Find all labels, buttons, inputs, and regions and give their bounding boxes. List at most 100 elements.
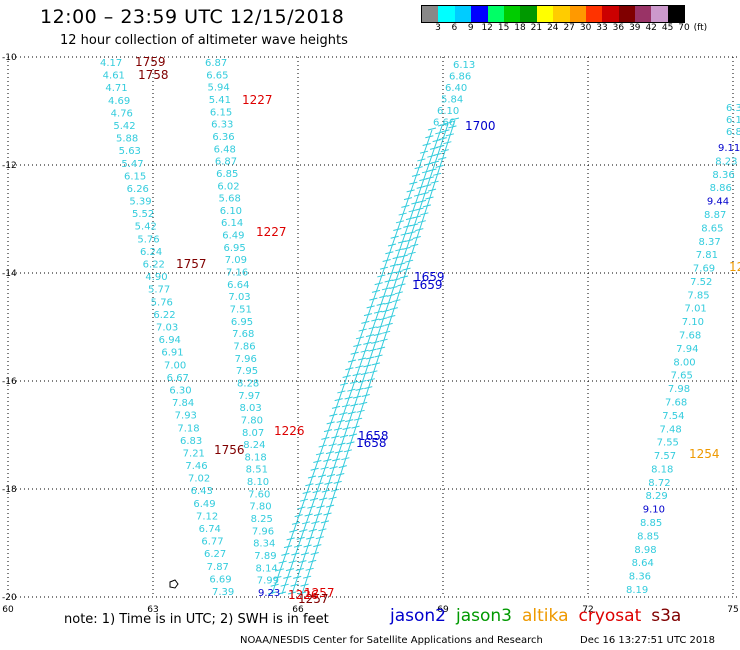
map-label: 8.85 [637,531,659,542]
track-tick [331,488,340,492]
map-label: 1659 [412,278,443,292]
color-scale-label: 3 [435,23,441,33]
color-scale-label: 45 [661,23,674,33]
track-tick [423,184,432,188]
map-label: 8.85 [640,518,662,529]
map-label: 6.02 [217,181,239,192]
track-tick [317,474,327,478]
track-tick [348,433,358,437]
track-tick [364,386,373,390]
map-label: 6.85 [216,169,238,180]
map-label: 6.14 [221,218,243,229]
track-tick [387,243,397,247]
track-tick [293,575,302,579]
track-tick [353,344,362,348]
track-line [301,119,456,595]
color-swatch [585,6,603,22]
track-tick [360,349,369,353]
track-tick [315,452,325,456]
track-tick [339,412,348,416]
track-labels: 4.174.614.714.694.765.425.885.635.476.15… [100,55,740,606]
track-tick [373,333,382,336]
y-tick-label: -12 [2,161,17,171]
map-label: 6.95 [231,317,253,328]
map-label: 6.49 [222,231,244,242]
map-label: 7.68 [665,397,687,408]
color-swatch [520,6,537,22]
map-label: 7.69 [693,264,715,275]
color-scale-label: 42 [645,23,657,33]
map-label: 1658 [358,429,389,443]
track-tick [310,467,319,471]
track-tick [311,521,320,524]
track-line [281,125,443,595]
track-tick [415,228,424,232]
map-label: 1254 [689,447,720,461]
track-tick [406,189,415,193]
track-tick [417,220,426,224]
map-label: 1700 [465,119,496,133]
map-label: 8.07 [242,428,264,439]
map-label: 8.10 [247,477,269,488]
map-label: 7.99 [257,576,279,587]
map-label: 6.66 [433,118,455,129]
map-label: 9.11 [718,143,740,154]
map-label: 8.98 [634,545,656,556]
footer-credit: NOAA/NESDIS Center for Satellite Applica… [240,635,543,646]
track-tick [399,254,408,258]
track-tick [392,256,401,260]
track-tick [384,279,393,283]
track-tick [300,583,309,587]
track-tick [316,505,325,509]
track-tick [438,157,447,160]
track-tick [448,125,457,129]
track-line [271,129,433,595]
y-tick-label: -14 [2,269,17,279]
map-label: 5.84 [441,95,463,106]
map-label: 7.12 [196,511,218,522]
track-tick [402,267,411,271]
track-tick [323,458,332,462]
map-label: 8.29 [646,491,668,502]
map-label: 4.76 [111,108,133,119]
map-label: 6.27 [204,549,226,560]
track-tick [308,559,317,563]
track-tick [323,512,332,516]
track-tick [315,536,324,540]
map-label: 7.96 [252,526,274,537]
track-tick [365,334,375,338]
track-tick [427,188,437,192]
track-tick [312,490,321,494]
track-tick [345,367,354,371]
track-tick [305,567,314,571]
track-tick [332,458,341,462]
track-tick [295,568,304,571]
y-tick-label: -16 [2,377,17,387]
track-tick [345,419,354,423]
track-tick [443,121,453,125]
track-tick [373,310,383,314]
map-label: 7.96 [235,354,257,365]
map-label: 8.18 [244,452,266,463]
map-label: 6.24 [140,247,162,258]
track-tick [394,270,403,274]
track-tick [393,228,402,232]
track-tick [273,576,282,580]
map-label: 6.65 [206,70,228,81]
map-label: 7.81 [696,250,718,261]
track-tick [397,283,406,287]
map-label: 9.44 [707,197,729,208]
track-tick [283,545,293,549]
track-tick [382,258,391,262]
track-tick [441,129,450,133]
track-tick [407,231,416,235]
x-tick-label: 63 [147,605,158,615]
track-tick [414,166,423,170]
map-label: 6.83 [180,436,202,447]
track-tick [365,356,375,360]
track-tick [302,575,312,579]
map-label: 1227 [242,93,273,107]
track-tick [320,466,329,470]
track-tick [392,299,401,303]
track-tick [417,158,426,162]
